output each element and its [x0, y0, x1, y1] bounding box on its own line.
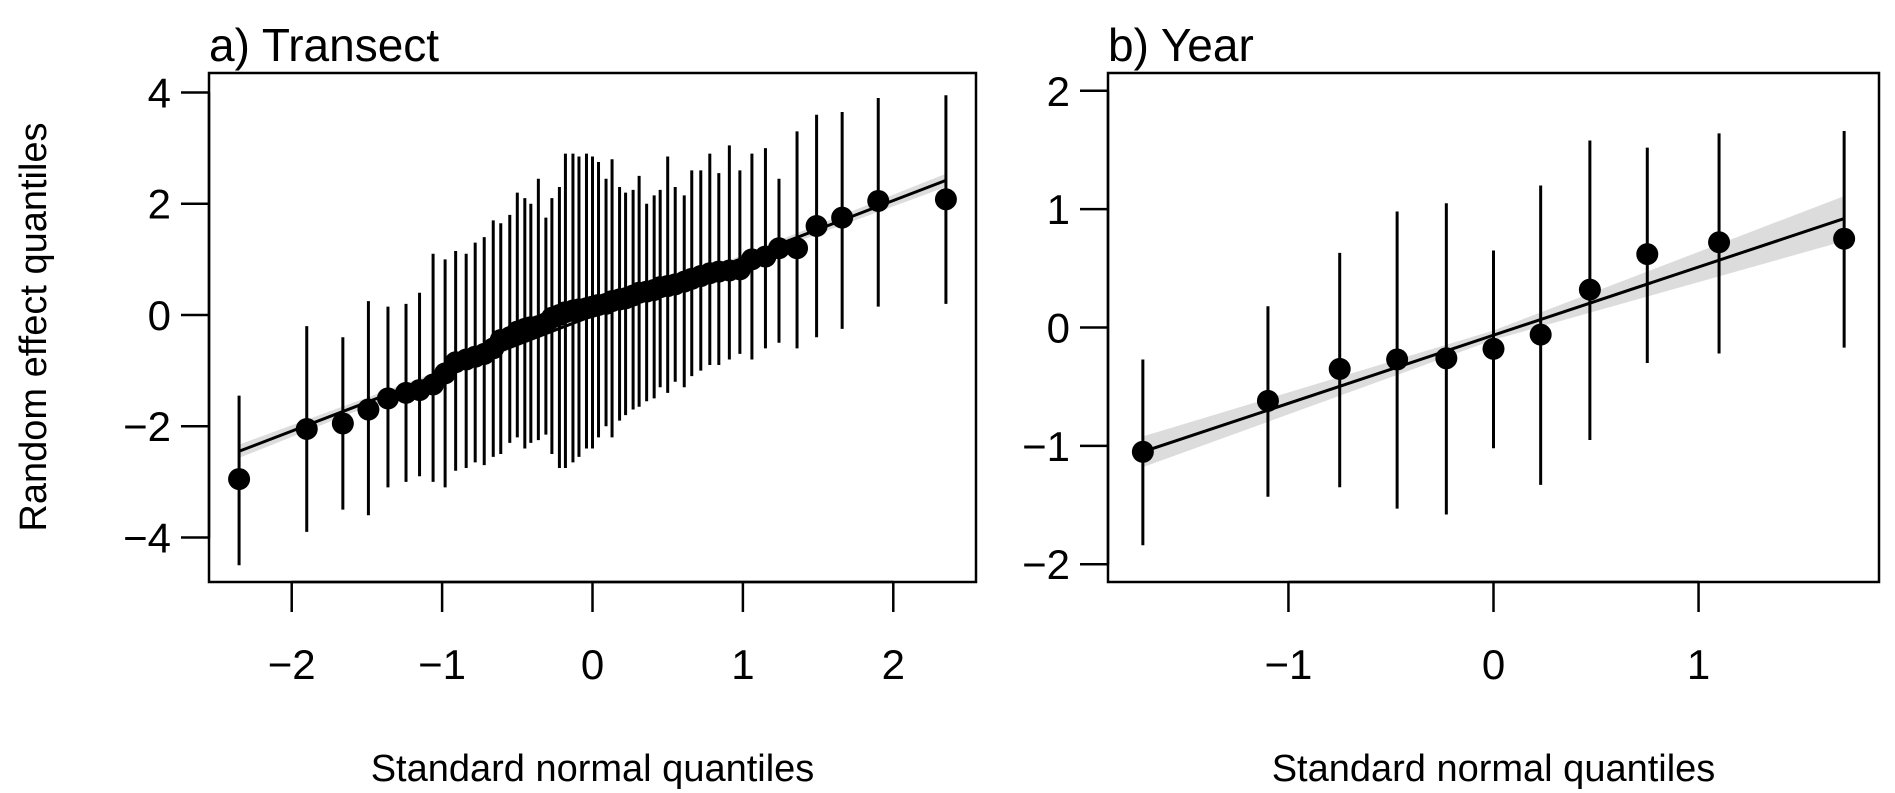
data-point: [376, 387, 399, 410]
panel-year: −1 0 1 −2 −1 0 1 2 b) Year Standard normal quanti…: [1022, 19, 1881, 790]
data-point: [1256, 389, 1279, 412]
x-tick-label: 2: [882, 641, 905, 688]
panel-title-year: b) Year: [1108, 19, 1254, 71]
y-tick-label: 2: [148, 181, 171, 228]
y-tick-label: 0: [1047, 305, 1070, 352]
y-tick-label: 1: [1047, 186, 1070, 233]
data-point: [1529, 323, 1552, 346]
y-axis-label: Random effect quantiles: [13, 122, 55, 531]
data-point: [1386, 348, 1409, 371]
data-point: [228, 468, 251, 491]
x-tick-label: 0: [1482, 641, 1505, 688]
data-point: [1578, 278, 1601, 301]
data-point: [1833, 227, 1856, 250]
x-tick-label: −1: [1265, 641, 1313, 688]
y-tick-label: −2: [123, 403, 171, 450]
y-tick-label: 0: [148, 292, 171, 339]
data-point: [767, 237, 790, 260]
x-axis-label-year: Standard normal quantiles: [1272, 748, 1716, 790]
x-tick-label: 1: [731, 641, 754, 688]
y-tick-label: −4: [123, 514, 171, 561]
data-point: [1328, 357, 1351, 380]
data-point: [295, 418, 318, 441]
y-tick-label: −2: [1022, 541, 1070, 588]
data-point: [1482, 337, 1505, 360]
data-point: [867, 189, 890, 212]
data-point: [934, 188, 957, 211]
x-tick-label: 0: [581, 641, 604, 688]
data-point: [1708, 231, 1731, 254]
x-axis-label-transect: Standard normal quantiles: [371, 748, 815, 790]
panel-title-transect: a) Transect: [209, 19, 439, 71]
y-tick-label: −1: [1022, 423, 1070, 470]
x-tick-label: 1: [1687, 641, 1710, 688]
data-point: [1131, 440, 1154, 463]
panel-transect: −2 −1 0 1 2 −4 −2 0 2 4 a) Transect Standard normal…: [123, 19, 978, 790]
data-point: [331, 412, 354, 435]
data-point: [357, 398, 380, 421]
x-tick-label: −2: [268, 641, 316, 688]
data-point: [786, 237, 809, 260]
y-tick-label: 4: [148, 69, 171, 116]
data-point: [805, 214, 828, 237]
data-point: [1435, 347, 1458, 370]
data-point: [1636, 243, 1659, 266]
y-tick-label: 2: [1047, 68, 1070, 115]
x-tick-label: −1: [418, 641, 466, 688]
data-point: [831, 206, 854, 229]
